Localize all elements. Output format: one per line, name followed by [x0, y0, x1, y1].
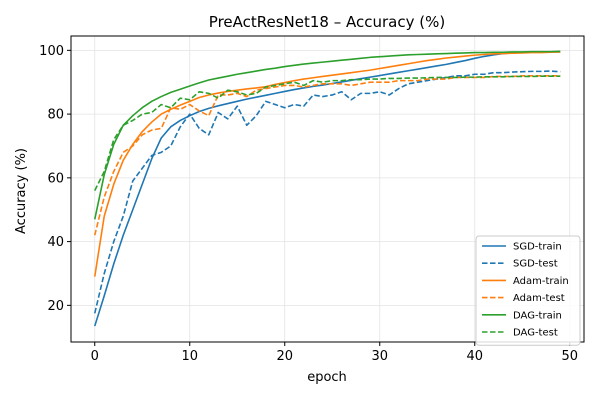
y-axis: 20 40 60 80 100: [39, 44, 71, 314]
legend-label: Adam-test: [513, 293, 565, 304]
legend: SGD-train SGD-test Adam-train Adam-test DAG-…: [475, 235, 581, 346]
y-tick-label: 60: [47, 171, 64, 186]
legend-label: DAG-train: [513, 310, 562, 321]
y-tick-label: 100: [39, 44, 64, 59]
series-line-sgd-test: [93, 70, 561, 314]
series-line-adam-train: [93, 51, 561, 277]
legend-label: SGD-train: [513, 242, 562, 253]
legend-label: SGD-test: [513, 259, 558, 270]
grid: [71, 36, 584, 342]
plot-frame: [70, 35, 585, 343]
y-tick-label: 80: [47, 108, 64, 123]
x-tick-label: 0: [91, 349, 99, 364]
chart-title: PreActResNet18 – Accuracy (%): [209, 13, 445, 31]
legend-label: DAG-test: [513, 328, 558, 339]
legend-label: Adam-train: [513, 276, 569, 287]
x-tick-label: 30: [371, 349, 388, 364]
series-line-sgd-train: [93, 51, 561, 327]
x-tick-label: 40: [466, 349, 483, 364]
y-axis-label: Accuracy (%): [14, 148, 29, 234]
y-tick-label: 40: [47, 235, 64, 250]
x-tick-label: 20: [276, 349, 293, 364]
series-group: [93, 50, 561, 327]
x-tick-label: 50: [561, 349, 578, 364]
x-axis: 0 10 20 30 40 50: [91, 342, 578, 364]
y-tick-label: 20: [47, 299, 64, 314]
x-tick-label: 10: [181, 349, 198, 364]
series-line-adam-test: [93, 75, 561, 236]
series-line-dag-test: [94, 75, 561, 191]
x-axis-label: epoch: [307, 370, 347, 385]
series-line-dag-train: [93, 50, 561, 220]
